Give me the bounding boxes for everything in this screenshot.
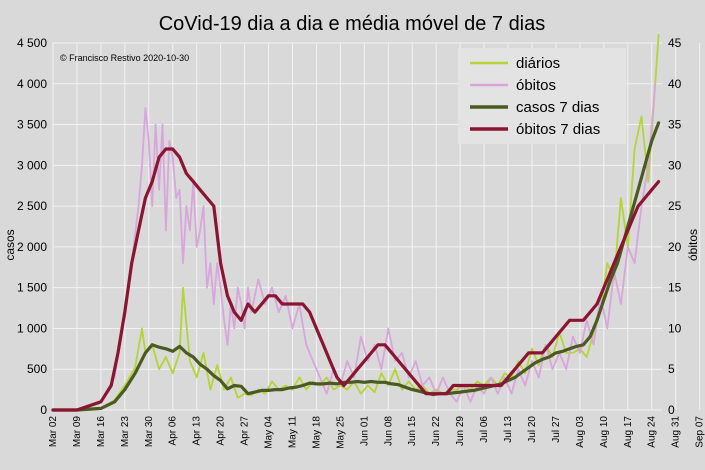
series-line-obitos — [52, 82, 657, 411]
x-tick-label: Jul 27 — [551, 416, 562, 443]
series-line-casos7 — [51, 121, 661, 412]
y-tick-label-right: 5 — [668, 362, 675, 376]
y-tick-label-left: 1 000 — [17, 321, 47, 335]
y-tick-label-left: 4 000 — [17, 77, 47, 91]
x-tick-label: Sep 07 — [695, 416, 705, 448]
x-tick-label: Jun 01 — [359, 416, 370, 446]
x-tick-label: Apr 27 — [240, 416, 251, 446]
series-line-obitos7 — [51, 147, 661, 412]
legend-label-obitos: óbitos — [516, 77, 556, 94]
axes: 0 500 1 000 1 500 2 000 2 500 3 000 3 500 4 000 4… — [17, 36, 705, 449]
y-tick-label-left: 0 — [40, 403, 47, 417]
x-tick-label: Aug 31 — [671, 416, 682, 448]
y-tick-label-right: 25 — [668, 199, 682, 213]
x-tick-label: Jun 15 — [407, 416, 418, 446]
y-tick-label-left: 3 000 — [17, 158, 47, 172]
y-tick-label-left: 2 500 — [17, 199, 47, 213]
y-tick-label-right: 45 — [668, 36, 682, 50]
y-tick-label-right: 20 — [668, 240, 682, 254]
x-tick-label: Jul 06 — [479, 416, 490, 443]
x-tick-label: Aug 10 — [599, 416, 610, 448]
x-tick-label: Mar 16 — [96, 416, 107, 448]
x-tick-label: Mar 30 — [144, 416, 155, 448]
x-tick-label: Aug 17 — [623, 416, 634, 448]
chart-title: CoVid-19 dia a dia e média móvel de 7 di… — [159, 13, 546, 35]
legend-label-diarios: diários — [516, 55, 560, 72]
x-tick-label: Jun 22 — [431, 416, 442, 446]
y-tick-label-left: 500 — [27, 362, 47, 376]
x-tick-label: Mar 02 — [48, 416, 59, 448]
x-tick-label: Jul 20 — [527, 416, 538, 443]
y-tick-label-right: 35 — [668, 118, 682, 132]
x-tick-label: Jul 13 — [503, 416, 514, 443]
y-tick-label-right: 15 — [668, 281, 682, 295]
y-tick-label-right: 0 — [668, 403, 675, 417]
y-axis-label-left: casos — [3, 229, 17, 260]
x-tick-label: Jun 08 — [383, 416, 394, 446]
y-tick-label-left: 2 000 — [17, 240, 47, 254]
x-tick-label: May 11 — [287, 416, 298, 448]
legend-label-casos7: casos 7 dias — [516, 99, 599, 116]
data-series — [51, 33, 661, 412]
y-tick-label-right: 10 — [668, 321, 682, 335]
credit-text: © Francisco Restivo 2020-10-30 — [60, 53, 189, 63]
x-tick-label: Aug 03 — [575, 416, 586, 448]
legend: diários óbitos casos 7 dias óbitos 7 dias — [458, 48, 626, 144]
x-tick-label: Apr 20 — [216, 416, 227, 446]
x-tick-label: Aug 24 — [647, 416, 658, 448]
legend-label-obitos7: óbitos 7 dias — [516, 121, 600, 138]
y-axis-label-right: óbitos — [686, 229, 700, 261]
y-tick-label-left: 1 500 — [17, 281, 47, 295]
x-tick-label: Mar 23 — [120, 416, 131, 448]
y-tick-label-left: 3 500 — [17, 118, 47, 132]
x-tick-label: Apr 13 — [192, 416, 203, 446]
y-tick-label-left: 4 500 — [17, 36, 47, 50]
x-tick-label: Mar 09 — [72, 416, 83, 448]
y-tick-label-right: 30 — [668, 158, 682, 172]
x-tick-label: May 18 — [311, 416, 322, 449]
x-tick-label: Apr 06 — [168, 416, 179, 446]
x-tick-label: May 04 — [264, 416, 275, 449]
x-tick-label: May 25 — [335, 416, 346, 449]
x-tick-label: Jun 29 — [455, 416, 466, 446]
y-tick-label-right: 40 — [668, 77, 682, 91]
